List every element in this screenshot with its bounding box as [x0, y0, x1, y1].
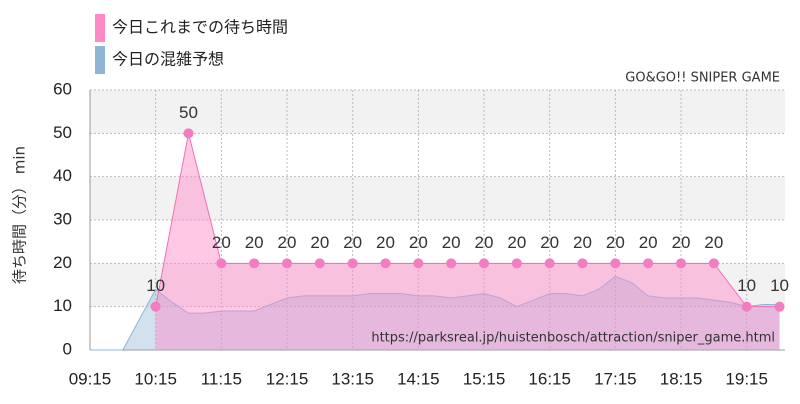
data-point [216, 258, 227, 269]
y-tick-label: 60 [53, 79, 72, 98]
y-tick-label: 20 [53, 253, 72, 272]
data-point [347, 258, 358, 269]
value-label: 20 [409, 233, 428, 252]
y-axis-label: 待ち時間（分） min [11, 146, 29, 284]
value-label: 50 [179, 103, 198, 122]
value-label: 20 [310, 233, 329, 252]
value-label: 20 [507, 233, 526, 252]
data-point [741, 301, 752, 312]
data-point [314, 258, 325, 269]
data-point [774, 301, 785, 312]
area [155, 133, 780, 350]
data-point [708, 258, 719, 269]
value-label: 20 [573, 233, 592, 252]
data-point [413, 258, 424, 269]
x-tick-label: 10:15 [134, 369, 177, 388]
value-label: 20 [639, 233, 658, 252]
data-point [150, 301, 161, 312]
x-tick-label: 13:15 [331, 369, 374, 388]
value-label: 20 [245, 233, 264, 252]
y-tick-label: 0 [63, 339, 72, 358]
value-label: 20 [704, 233, 723, 252]
x-tick-label: 15:15 [463, 369, 506, 388]
legend-swatch [95, 14, 105, 42]
data-point [511, 258, 522, 269]
data-point [446, 258, 457, 269]
data-point [282, 258, 293, 269]
value-label: 20 [376, 233, 395, 252]
value-label: 10 [770, 276, 789, 295]
area [90, 276, 780, 350]
value-label: 10 [146, 276, 165, 295]
value-label: 20 [442, 233, 461, 252]
y-tick-label: 40 [53, 166, 72, 185]
source-url: https://parksreal.jp/huistenbosch/attrac… [371, 331, 775, 346]
value-label: 20 [475, 233, 494, 252]
line [90, 275, 780, 351]
value-label: 20 [540, 233, 559, 252]
y-tick-label: 10 [53, 296, 72, 315]
legend-label: 今日の混雑予想 [112, 50, 224, 69]
x-tick-label: 19:15 [725, 369, 768, 388]
line [155, 133, 780, 308]
data-point [577, 258, 588, 269]
grid-band [90, 263, 785, 307]
data-point [249, 258, 260, 269]
x-tick-label: 12:15 [266, 369, 309, 388]
value-label: 20 [343, 233, 362, 252]
y-tick-label: 50 [53, 123, 72, 142]
x-tick-label: 14:15 [397, 369, 440, 388]
legend-swatch [95, 46, 105, 74]
grid-band [90, 90, 785, 134]
data-point [643, 258, 654, 269]
value-label: 10 [737, 276, 756, 295]
x-tick-label: 18:15 [660, 369, 703, 388]
value-label: 20 [278, 233, 297, 252]
x-tick-label: 11:15 [201, 369, 242, 388]
grid-band [90, 176, 785, 220]
value-label: 20 [672, 233, 691, 252]
x-tick-label: 16:15 [528, 369, 571, 388]
y-tick-label: 30 [53, 209, 72, 228]
data-point [183, 128, 194, 139]
legend-label: 今日これまでの待ち時間 [112, 18, 288, 37]
watermark: GO&GO!! SNIPER GAME [625, 71, 780, 86]
data-point [676, 258, 687, 269]
data-point [544, 258, 555, 269]
x-tick-label: 09:15 [69, 369, 112, 388]
value-label: 20 [606, 233, 625, 252]
x-tick-label: 17:15 [594, 369, 637, 388]
data-point [610, 258, 621, 269]
data-point [380, 258, 391, 269]
value-label: 20 [212, 233, 231, 252]
data-point [479, 258, 490, 269]
